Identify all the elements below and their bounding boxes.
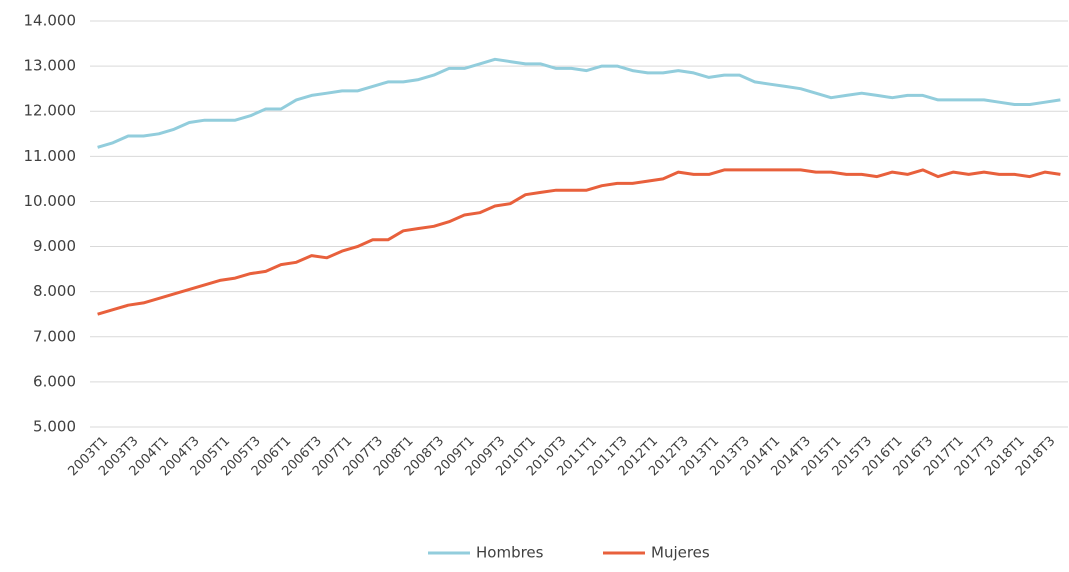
y-tick-label: 6.000: [33, 372, 76, 390]
data-line: [97, 57, 1061, 149]
y-tick-label: 8.000: [33, 282, 76, 300]
y-tick-label: 11.000: [24, 147, 77, 165]
legend-label: Hombres: [476, 544, 544, 562]
legend-label: Mujeres: [651, 544, 710, 562]
y-tick-label: 14.000: [24, 12, 77, 30]
y-tick-label: 12.000: [24, 102, 77, 120]
data-line: [97, 168, 1061, 316]
y-tick-label: 5.000: [33, 418, 76, 436]
y-tick-label: 9.000: [33, 237, 76, 255]
y-tick-label: 10.000: [24, 192, 77, 210]
y-tick-label: 13.000: [24, 57, 77, 75]
y-tick-label: 7.000: [33, 327, 76, 345]
